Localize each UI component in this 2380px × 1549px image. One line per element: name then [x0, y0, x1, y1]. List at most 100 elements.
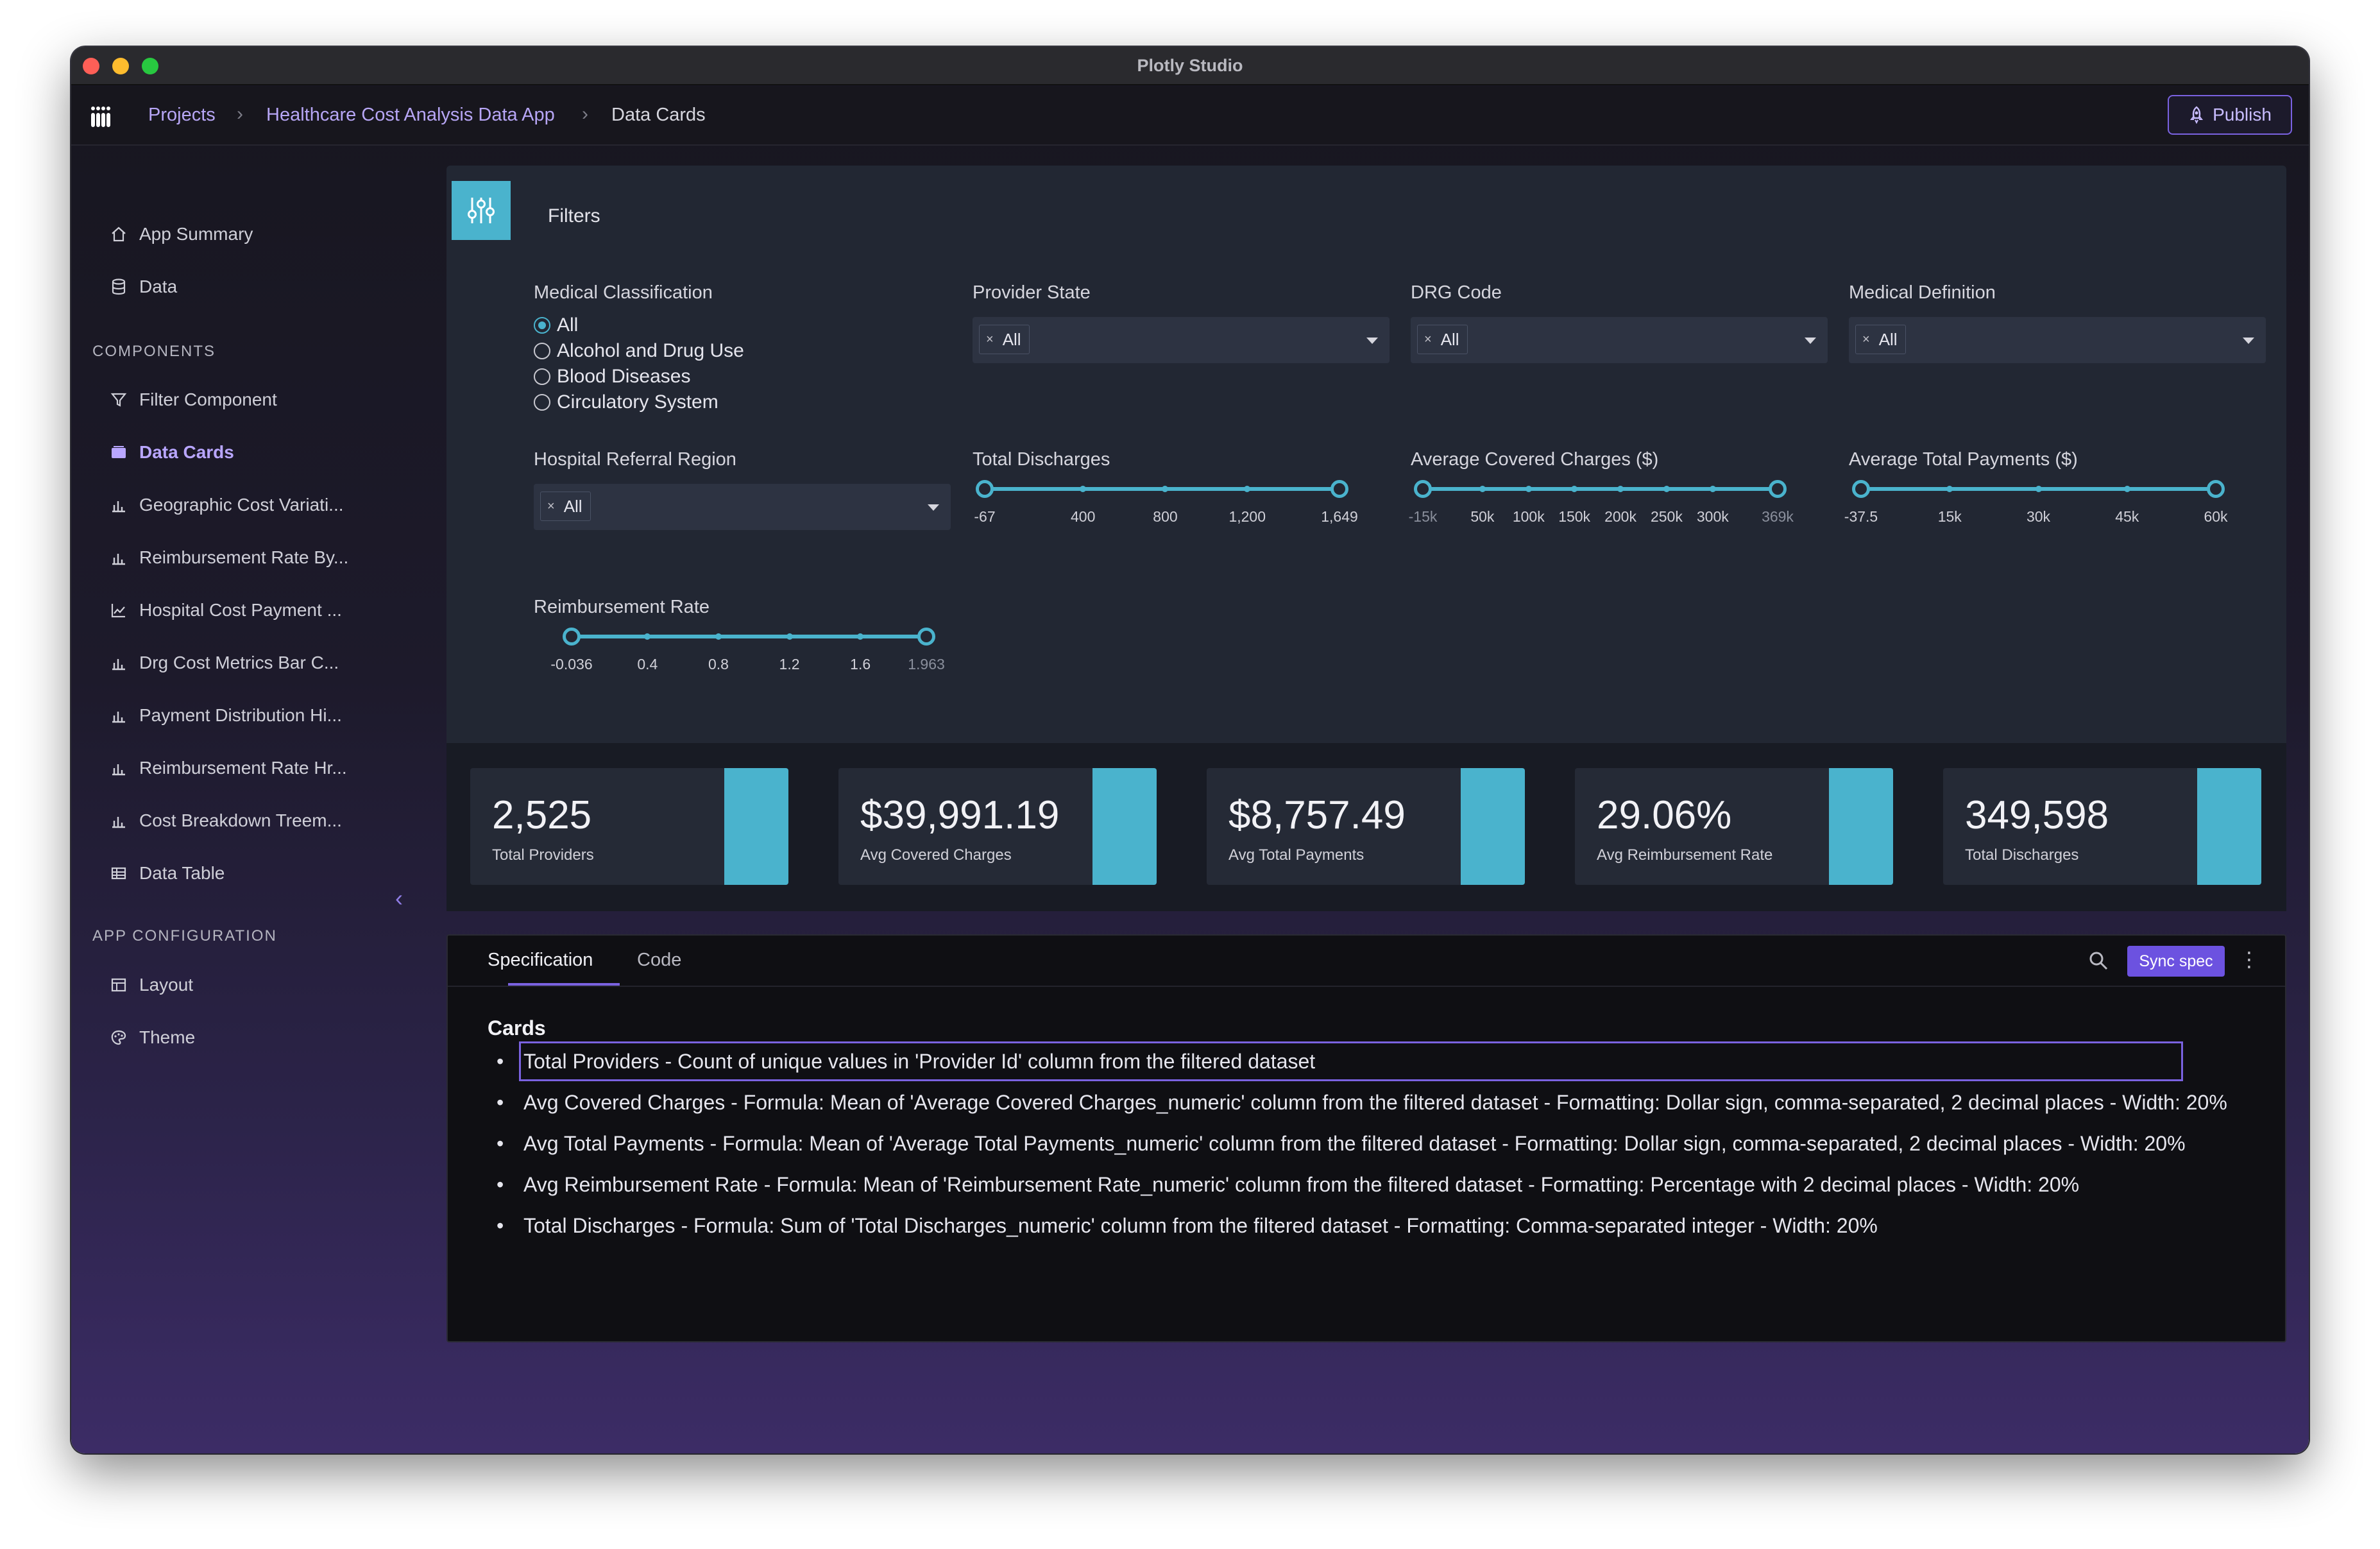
minimize-window-button[interactable]	[112, 58, 129, 74]
nav-data-table[interactable]: Data Table	[110, 854, 225, 893]
nav-reimbursement-rate-hr[interactable]: Reimbursement Rate Hr...	[110, 749, 347, 787]
bar-chart-icon	[112, 501, 125, 513]
breadcrumb-project[interactable]: Healthcare Cost Analysis Data App	[266, 105, 555, 125]
radio-button[interactable]	[534, 394, 550, 411]
slider-handle-min[interactable]	[1852, 480, 1870, 498]
chevron-right-icon: ›	[237, 103, 243, 124]
kpi-accent-bar	[1829, 768, 1893, 885]
nav-label: Reimbursement Rate Hr...	[139, 758, 347, 778]
radio-option-circulatory[interactable]: Circulatory System	[534, 391, 718, 413]
selected-chip: × All	[979, 325, 1030, 354]
spec-item[interactable]: Total Providers - Count of unique values…	[493, 1041, 2257, 1081]
slider-mark	[1709, 486, 1716, 492]
reimbursement-rate-slider[interactable]: -0.036 0.4 0.8 1.2 1.6 1.963	[550, 628, 945, 679]
slider-mark	[1479, 486, 1486, 492]
filter-icon	[110, 393, 127, 407]
spec-item[interactable]: Avg Total Payments - Formula: Mean of 'A…	[493, 1128, 2257, 1159]
spec-item-text[interactable]: Avg Reimbursement Rate - Formula: Mean o…	[523, 1173, 2080, 1196]
nav-label: Drg Cost Metrics Bar C...	[139, 653, 339, 672]
maximize-window-button[interactable]	[142, 58, 158, 74]
spec-item-text[interactable]: Avg Total Payments - Formula: Mean of 'A…	[523, 1132, 2186, 1155]
nav-hospital-cost-payment[interactable]: Hospital Cost Payment ...	[110, 591, 342, 629]
kpi-card-avg-total-payments: $8,757.49 Avg Total Payments	[1207, 768, 1525, 885]
slider-mark	[1162, 486, 1169, 492]
nav-drg-cost-metrics[interactable]: Drg Cost Metrics Bar C...	[110, 644, 339, 682]
window-title: Plotly Studio	[1137, 56, 1243, 75]
remove-chip-icon[interactable]: ×	[1424, 332, 1432, 347]
nav-cost-breakdown[interactable]: Cost Breakdown Treem...	[110, 801, 342, 840]
remove-chip-icon[interactable]: ×	[547, 499, 555, 513]
spec-item[interactable]: Avg Covered Charges - Formula: Mean of '…	[493, 1087, 2257, 1118]
spec-item-text[interactable]: Avg Covered Charges - Formula: Mean of '…	[523, 1091, 2227, 1114]
nav-payment-distribution[interactable]: Payment Distribution Hi...	[110, 696, 342, 735]
slider-handle-max[interactable]	[917, 628, 935, 646]
remove-chip-icon[interactable]: ×	[986, 332, 994, 347]
tab-code[interactable]: Code	[637, 950, 682, 970]
nav-theme[interactable]: Theme	[110, 1018, 195, 1057]
slider-tick-label: 1,649	[1321, 508, 1358, 525]
slider-track[interactable]	[572, 635, 926, 638]
slider-mark	[2123, 486, 2130, 492]
nav-data[interactable]: Data	[110, 268, 177, 306]
remove-chip-icon[interactable]: ×	[1862, 332, 1870, 347]
slider-handle-max[interactable]	[1330, 480, 1348, 498]
tab-specification[interactable]: Specification	[488, 950, 593, 970]
kpi-label: Avg Reimbursement Rate	[1597, 846, 1773, 864]
slider-handle-min[interactable]	[976, 480, 994, 498]
slider-tick-label: -67	[974, 508, 996, 525]
chip-label: All	[563, 496, 582, 516]
provider-state-dropdown[interactable]: × All	[973, 317, 1390, 363]
slider-tick-label: 0.8	[708, 656, 729, 672]
publish-button[interactable]: Publish	[2168, 95, 2292, 135]
radio-button[interactable]	[534, 343, 550, 359]
plotly-logo-icon[interactable]	[90, 106, 112, 128]
close-window-button[interactable]	[83, 58, 99, 74]
slider-tick-label: 200k	[1604, 508, 1636, 525]
spec-item-text[interactable]: Total Discharges - Formula: Sum of 'Tota…	[523, 1214, 1878, 1237]
radio-option-all[interactable]: All	[534, 314, 578, 336]
slider-tick-label: 0.4	[637, 656, 658, 672]
nav-data-cards[interactable]: Data Cards	[110, 433, 234, 472]
nav-label: Hospital Cost Payment ...	[139, 600, 342, 620]
spec-item[interactable]: Total Discharges - Formula: Sum of 'Tota…	[493, 1210, 2257, 1241]
slider-mark	[1617, 486, 1624, 492]
slider-mark	[1244, 486, 1251, 492]
chevron-down-icon[interactable]	[2243, 338, 2254, 344]
nav-layout[interactable]: Layout	[110, 966, 193, 1004]
slider-handle-min[interactable]	[563, 628, 581, 646]
sync-spec-button[interactable]: Sync spec	[2127, 946, 2225, 977]
slider-handle-min[interactable]	[1414, 480, 1432, 498]
chevron-down-icon[interactable]	[928, 504, 939, 511]
slider-track[interactable]	[1423, 487, 1778, 491]
nav-geographic-cost[interactable]: Geographic Cost Variati...	[110, 486, 344, 524]
radio-button[interactable]	[534, 368, 550, 385]
bar-chart-icon	[112, 554, 125, 565]
chevron-down-icon[interactable]	[1805, 338, 1816, 344]
slider-handle-max[interactable]	[2207, 480, 2225, 498]
kpi-value: 349,598	[1965, 793, 2109, 837]
collapse-sidebar-icon[interactable]: ‹	[395, 885, 403, 911]
nav-app-summary[interactable]: App Summary	[110, 215, 253, 253]
hospital-referral-region-dropdown[interactable]: × All	[534, 484, 951, 530]
kpi-card-total-providers: 2,525 Total Providers	[470, 768, 788, 885]
drg-code-dropdown[interactable]: × All	[1411, 317, 1828, 363]
spec-item[interactable]: Avg Reimbursement Rate - Formula: Mean o…	[493, 1169, 2257, 1200]
avg-total-payments-slider[interactable]: -37.5 15k 30k 45k 60k	[1844, 480, 2228, 531]
nav-label: Theme	[139, 1027, 196, 1047]
slider-handle-max[interactable]	[1769, 480, 1787, 498]
radio-button[interactable]	[534, 317, 550, 334]
chevron-down-icon[interactable]	[1366, 338, 1378, 344]
nav-filter-component[interactable]: Filter Component	[110, 381, 277, 419]
radio-option-blood[interactable]: Blood Diseases	[534, 366, 690, 388]
radio-option-alcohol[interactable]: Alcohol and Drug Use	[534, 340, 744, 362]
spec-heading: Cards	[488, 1016, 546, 1040]
bar-chart-icon	[112, 764, 125, 776]
avg-covered-charges-slider[interactable]: -15k 50k 100k 150k 200k 250k 300k 369k	[1409, 480, 1794, 531]
nav-reimbursement-rate-by[interactable]: Reimbursement Rate By...	[110, 538, 348, 577]
search-icon[interactable]	[2087, 950, 2109, 971]
medical-definition-dropdown[interactable]: × All	[1849, 317, 2266, 363]
spec-item-text[interactable]: Total Providers - Count of unique values…	[519, 1041, 2183, 1081]
total-discharges-slider[interactable]: -67 400 800 1,200 1,649	[974, 480, 1358, 531]
breadcrumb-projects[interactable]: Projects	[148, 105, 216, 125]
more-options-icon[interactable]: ⋮	[2239, 948, 2259, 971]
